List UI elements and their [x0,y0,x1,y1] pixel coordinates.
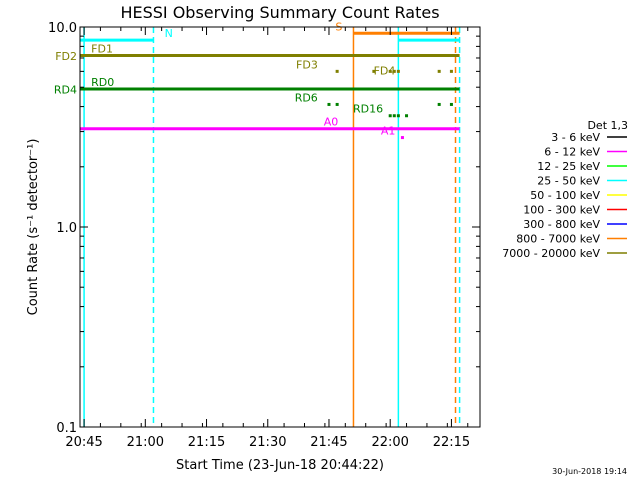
flag-label: FD2 [55,50,77,63]
flag-marker [388,114,392,118]
flag-marker [327,102,331,106]
y-tick-label: 1.0 [56,221,77,236]
legend-entry-label: 7000 - 20000 keV [502,247,600,260]
flag-marker [396,69,400,73]
flag-marker [437,69,441,73]
flag-marker [396,114,400,118]
flag-label: FD4 [374,64,396,77]
x-tick-label: 22:00 [371,435,408,450]
flag-marker [392,69,396,73]
flag-label: FD3 [296,58,318,71]
legend-entry-label: 100 - 300 keV [523,204,600,217]
x-tick-label: 20:45 [65,435,102,450]
footer-timestamp: 30-Jun-2018 19:14 [552,467,627,476]
flag-marker [449,102,453,106]
chart-title: HESSI Observing Summary Count Rates [120,3,439,22]
x-tick-label: 21:30 [249,435,286,450]
flag-label: N [165,27,173,40]
vertical-lines [83,27,461,427]
legend-entry-label: 25 - 50 keV [537,175,600,188]
axis-ticks: 20:45 21:00 21:15 21:30 21:45 22:00 22:15 0.1 1.… [48,21,480,450]
legend-entry-label: 3 - 6 keV [551,131,600,144]
flag-label: FD1 [91,43,113,56]
flag-label: RD0 [91,76,114,89]
flag-marker [372,69,376,73]
flag-marker [335,69,339,73]
legend-entry-label: 6 - 12 keV [544,146,600,159]
legend-entry-label: 800 - 7000 keV [516,233,600,246]
x-tick-label: 21:45 [310,435,347,450]
flag-marker [437,102,441,106]
x-tick-label: 22:15 [433,435,470,450]
flag-markers [327,69,453,140]
flag-lines [80,31,460,91]
flag-label: RD6 [295,91,318,104]
y-tick-label: 10.0 [48,21,77,36]
x-axis-label: Start Time (23-Jun-18 20:44:22) [176,458,384,473]
flag-marker [405,114,409,118]
y-tick-label: 0.1 [56,421,77,436]
flag-marker [388,69,392,73]
legend-title: Det 1,3 [587,119,628,132]
flag-label: RD4 [54,83,77,96]
flag-label: RD16 [353,103,383,116]
flag-marker [449,69,453,73]
legend-entry-label: 300 - 800 keV [523,218,600,231]
flag-marker [335,102,339,106]
flag-marker [400,136,404,140]
flag-marker [392,114,396,118]
x-tick-label: 21:15 [188,435,225,450]
x-tick-label: 21:00 [127,435,164,450]
plot-frame [79,26,481,428]
flag-label: A1 [381,125,396,138]
y-axis-label: Count Rate (s⁻¹ detector⁻¹) [26,139,41,316]
legend-entry-label: 50 - 100 keV [530,189,600,202]
legend-entry-label: 12 - 25 keV [537,160,600,173]
flag-label: A0 [324,116,339,129]
